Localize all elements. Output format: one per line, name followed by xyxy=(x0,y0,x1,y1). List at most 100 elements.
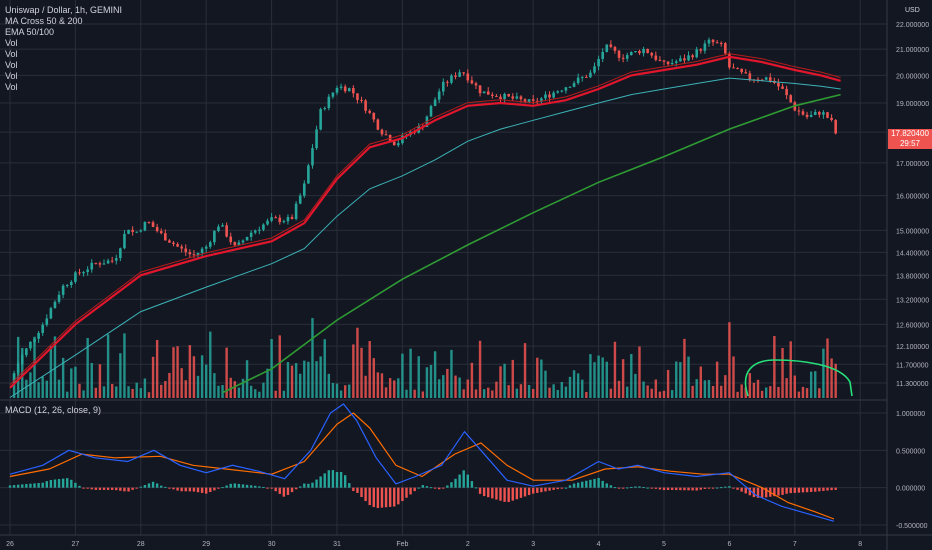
macd-histogram-bar xyxy=(21,484,24,488)
candle-body xyxy=(499,96,502,100)
macd-pane[interactable] xyxy=(8,403,837,522)
candle-body xyxy=(16,363,20,374)
volume-bar xyxy=(225,347,228,398)
volume-bar xyxy=(703,380,707,398)
candle-body xyxy=(114,258,118,261)
macd-histogram-bar xyxy=(192,487,196,492)
time-tick-label: 26 xyxy=(6,541,14,548)
volume-bar xyxy=(348,384,351,398)
candle-body xyxy=(159,231,163,234)
candle-body xyxy=(368,110,371,113)
volume-bar xyxy=(98,364,102,398)
volume-bar xyxy=(37,382,40,398)
macd-histogram-bar xyxy=(793,487,796,493)
legend-vol[interactable]: Vol xyxy=(5,60,18,70)
macd-histogram-bar xyxy=(343,475,347,488)
volume-bar xyxy=(634,373,637,398)
volume-bar xyxy=(720,385,723,398)
macd-histogram-bar xyxy=(139,486,142,488)
legend-ema[interactable]: EMA 50/100 xyxy=(5,27,55,37)
legend-vol[interactable]: Vol xyxy=(5,82,18,92)
candle-body xyxy=(630,51,633,56)
volume-bar xyxy=(437,379,441,398)
volume-bar xyxy=(237,387,241,398)
macd-histogram-bar xyxy=(70,479,73,488)
macd-histogram-bar xyxy=(143,485,147,488)
macd-line xyxy=(9,403,835,522)
macd-histogram-bar xyxy=(115,487,118,491)
candle-body xyxy=(70,281,73,286)
legend-vol[interactable]: Vol xyxy=(5,38,18,48)
macd-histogram-bar xyxy=(74,482,77,488)
macd-histogram-bar xyxy=(822,487,825,491)
candle-body xyxy=(241,240,245,243)
candle-body xyxy=(809,114,813,117)
macd-histogram-bar xyxy=(454,478,457,488)
macd-histogram-bar xyxy=(409,487,412,495)
macd-histogram-bar xyxy=(482,487,486,497)
volume-bar xyxy=(626,386,629,398)
candle-body xyxy=(482,91,486,94)
chart-title[interactable]: Uniswap / Dollar, 1h, GEMINI xyxy=(5,5,123,15)
candle-body xyxy=(531,99,535,101)
volume-bar xyxy=(413,389,416,398)
candle-body xyxy=(94,262,98,264)
candle-body xyxy=(634,51,637,53)
candle-body xyxy=(74,272,77,282)
legend-vol[interactable]: Vol xyxy=(5,49,18,59)
macd-histogram-bar xyxy=(57,479,61,488)
candle-body xyxy=(687,55,690,61)
candle-body xyxy=(540,98,543,102)
macd-histogram-bar xyxy=(376,487,380,509)
volume-bar xyxy=(115,386,118,398)
candle-body xyxy=(711,39,715,43)
candle-body xyxy=(33,338,36,342)
candle-body xyxy=(65,285,69,287)
macd-histogram-bar xyxy=(213,487,216,491)
volume-bar xyxy=(41,376,44,398)
candle-body xyxy=(654,55,658,60)
legend-ma-cross[interactable]: MA Cross 50 & 200 xyxy=(5,16,83,26)
volume-bar xyxy=(462,389,465,398)
macd-legend[interactable]: MACD (12, 26, close, 9) xyxy=(5,405,102,415)
macd-histogram-bar xyxy=(397,487,400,505)
macd-histogram-bar xyxy=(470,481,474,488)
candle-body xyxy=(29,341,32,349)
volume-bar xyxy=(331,382,335,398)
candle-body xyxy=(282,221,286,223)
macd-histogram-bar xyxy=(736,487,739,490)
macd-histogram-bar xyxy=(327,470,331,488)
candle-body xyxy=(715,42,719,44)
volume-bar xyxy=(809,371,813,398)
macd-histogram-bar xyxy=(282,487,286,497)
candle-body xyxy=(728,53,731,68)
candle-body xyxy=(760,79,764,81)
current-price-value: 17.820400 xyxy=(891,129,929,138)
time-tick-label: 2 xyxy=(466,541,470,548)
macd-histogram-bar xyxy=(237,483,241,488)
volume-bar xyxy=(576,373,580,398)
candle-body xyxy=(45,318,49,325)
candle-body xyxy=(102,263,106,265)
candle-body xyxy=(180,246,183,249)
volume-bar xyxy=(621,359,625,398)
legend-vol[interactable]: Vol xyxy=(5,71,18,81)
candle-body xyxy=(560,90,564,92)
volume-bar xyxy=(393,380,396,398)
macd-histogram-bar xyxy=(393,487,396,507)
macd-histogram-bar xyxy=(286,487,290,495)
candle-body xyxy=(805,114,809,117)
candle-body xyxy=(221,225,224,227)
volume-bar xyxy=(523,343,527,398)
volume-bar xyxy=(70,368,73,398)
candle-body xyxy=(98,263,102,265)
candle-body xyxy=(585,76,588,78)
volume-bar xyxy=(192,356,196,398)
volume-bar xyxy=(585,391,588,398)
macd-histogram-bar xyxy=(564,487,568,489)
macd-histogram-bar xyxy=(495,487,498,500)
macd-histogram-bar xyxy=(536,487,539,493)
current-price-tag: 17.820400 xyxy=(888,129,932,139)
macd-histogram-bar xyxy=(801,487,805,493)
